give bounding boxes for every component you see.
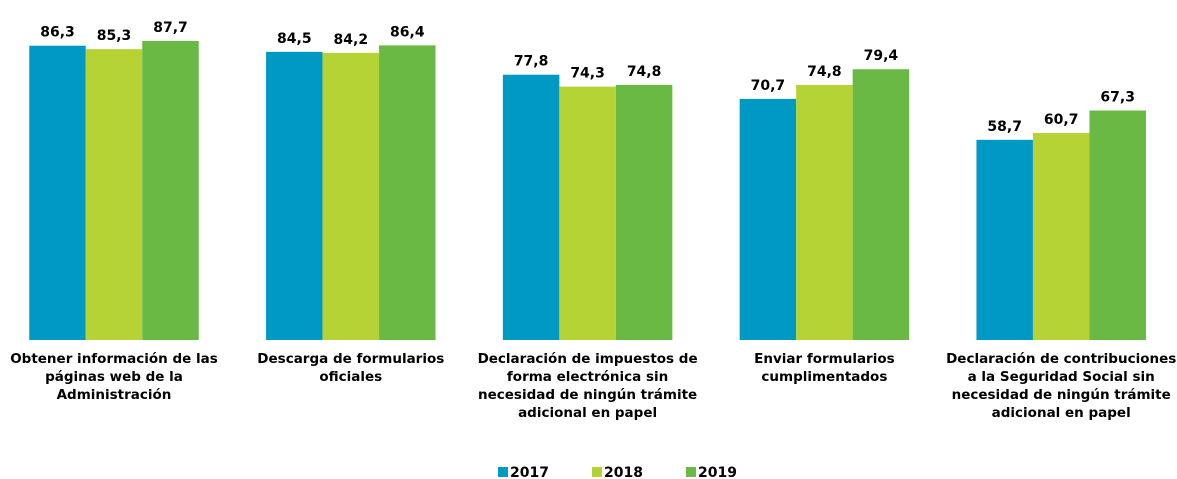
bar xyxy=(615,84,673,340)
bar xyxy=(1089,110,1146,340)
value-label: 77,8 xyxy=(514,54,549,70)
category-label: Obtener información de las páginas web d… xyxy=(10,351,218,403)
category-label: Enviar formularios cumplimentados xyxy=(754,351,895,385)
bar xyxy=(266,51,323,340)
legend-label: 2019 xyxy=(698,465,737,479)
category-label: Declaración de impuestos de forma electr… xyxy=(477,351,698,421)
bar xyxy=(852,69,910,340)
value-label: 70,7 xyxy=(751,78,786,94)
value-label: 85,3 xyxy=(97,28,132,44)
bar xyxy=(559,86,616,341)
bar xyxy=(976,139,1033,340)
bar xyxy=(29,45,86,340)
category-label: Descarga de formularios oficiales xyxy=(257,351,445,385)
bar xyxy=(85,49,143,340)
value-label: 87,7 xyxy=(153,20,188,36)
legend-swatch xyxy=(686,467,696,477)
legend-label: 2017 xyxy=(510,465,549,479)
bar xyxy=(379,45,436,340)
bar xyxy=(322,52,380,341)
value-label: 84,5 xyxy=(277,31,312,47)
bar xyxy=(502,74,560,341)
value-label: 86,4 xyxy=(390,24,425,40)
bar xyxy=(142,40,199,341)
value-label: 60,7 xyxy=(1044,112,1079,128)
legend-swatch xyxy=(592,467,602,477)
value-label: 67,3 xyxy=(1100,90,1135,106)
value-label: 74,8 xyxy=(807,64,842,80)
value-label: 84,2 xyxy=(334,32,369,48)
value-label: 79,4 xyxy=(864,48,899,64)
value-label: 74,8 xyxy=(627,64,662,80)
legend-label: 2018 xyxy=(604,465,643,479)
value-label: 74,3 xyxy=(570,66,605,82)
bar xyxy=(739,98,797,341)
legend-swatch xyxy=(498,467,508,477)
value-label: 58,7 xyxy=(987,119,1022,135)
category-label: Declaración de contribuciones a la Segur… xyxy=(946,351,1177,421)
value-label: 86,3 xyxy=(40,25,75,41)
bar xyxy=(796,84,853,340)
bar xyxy=(1032,133,1090,340)
